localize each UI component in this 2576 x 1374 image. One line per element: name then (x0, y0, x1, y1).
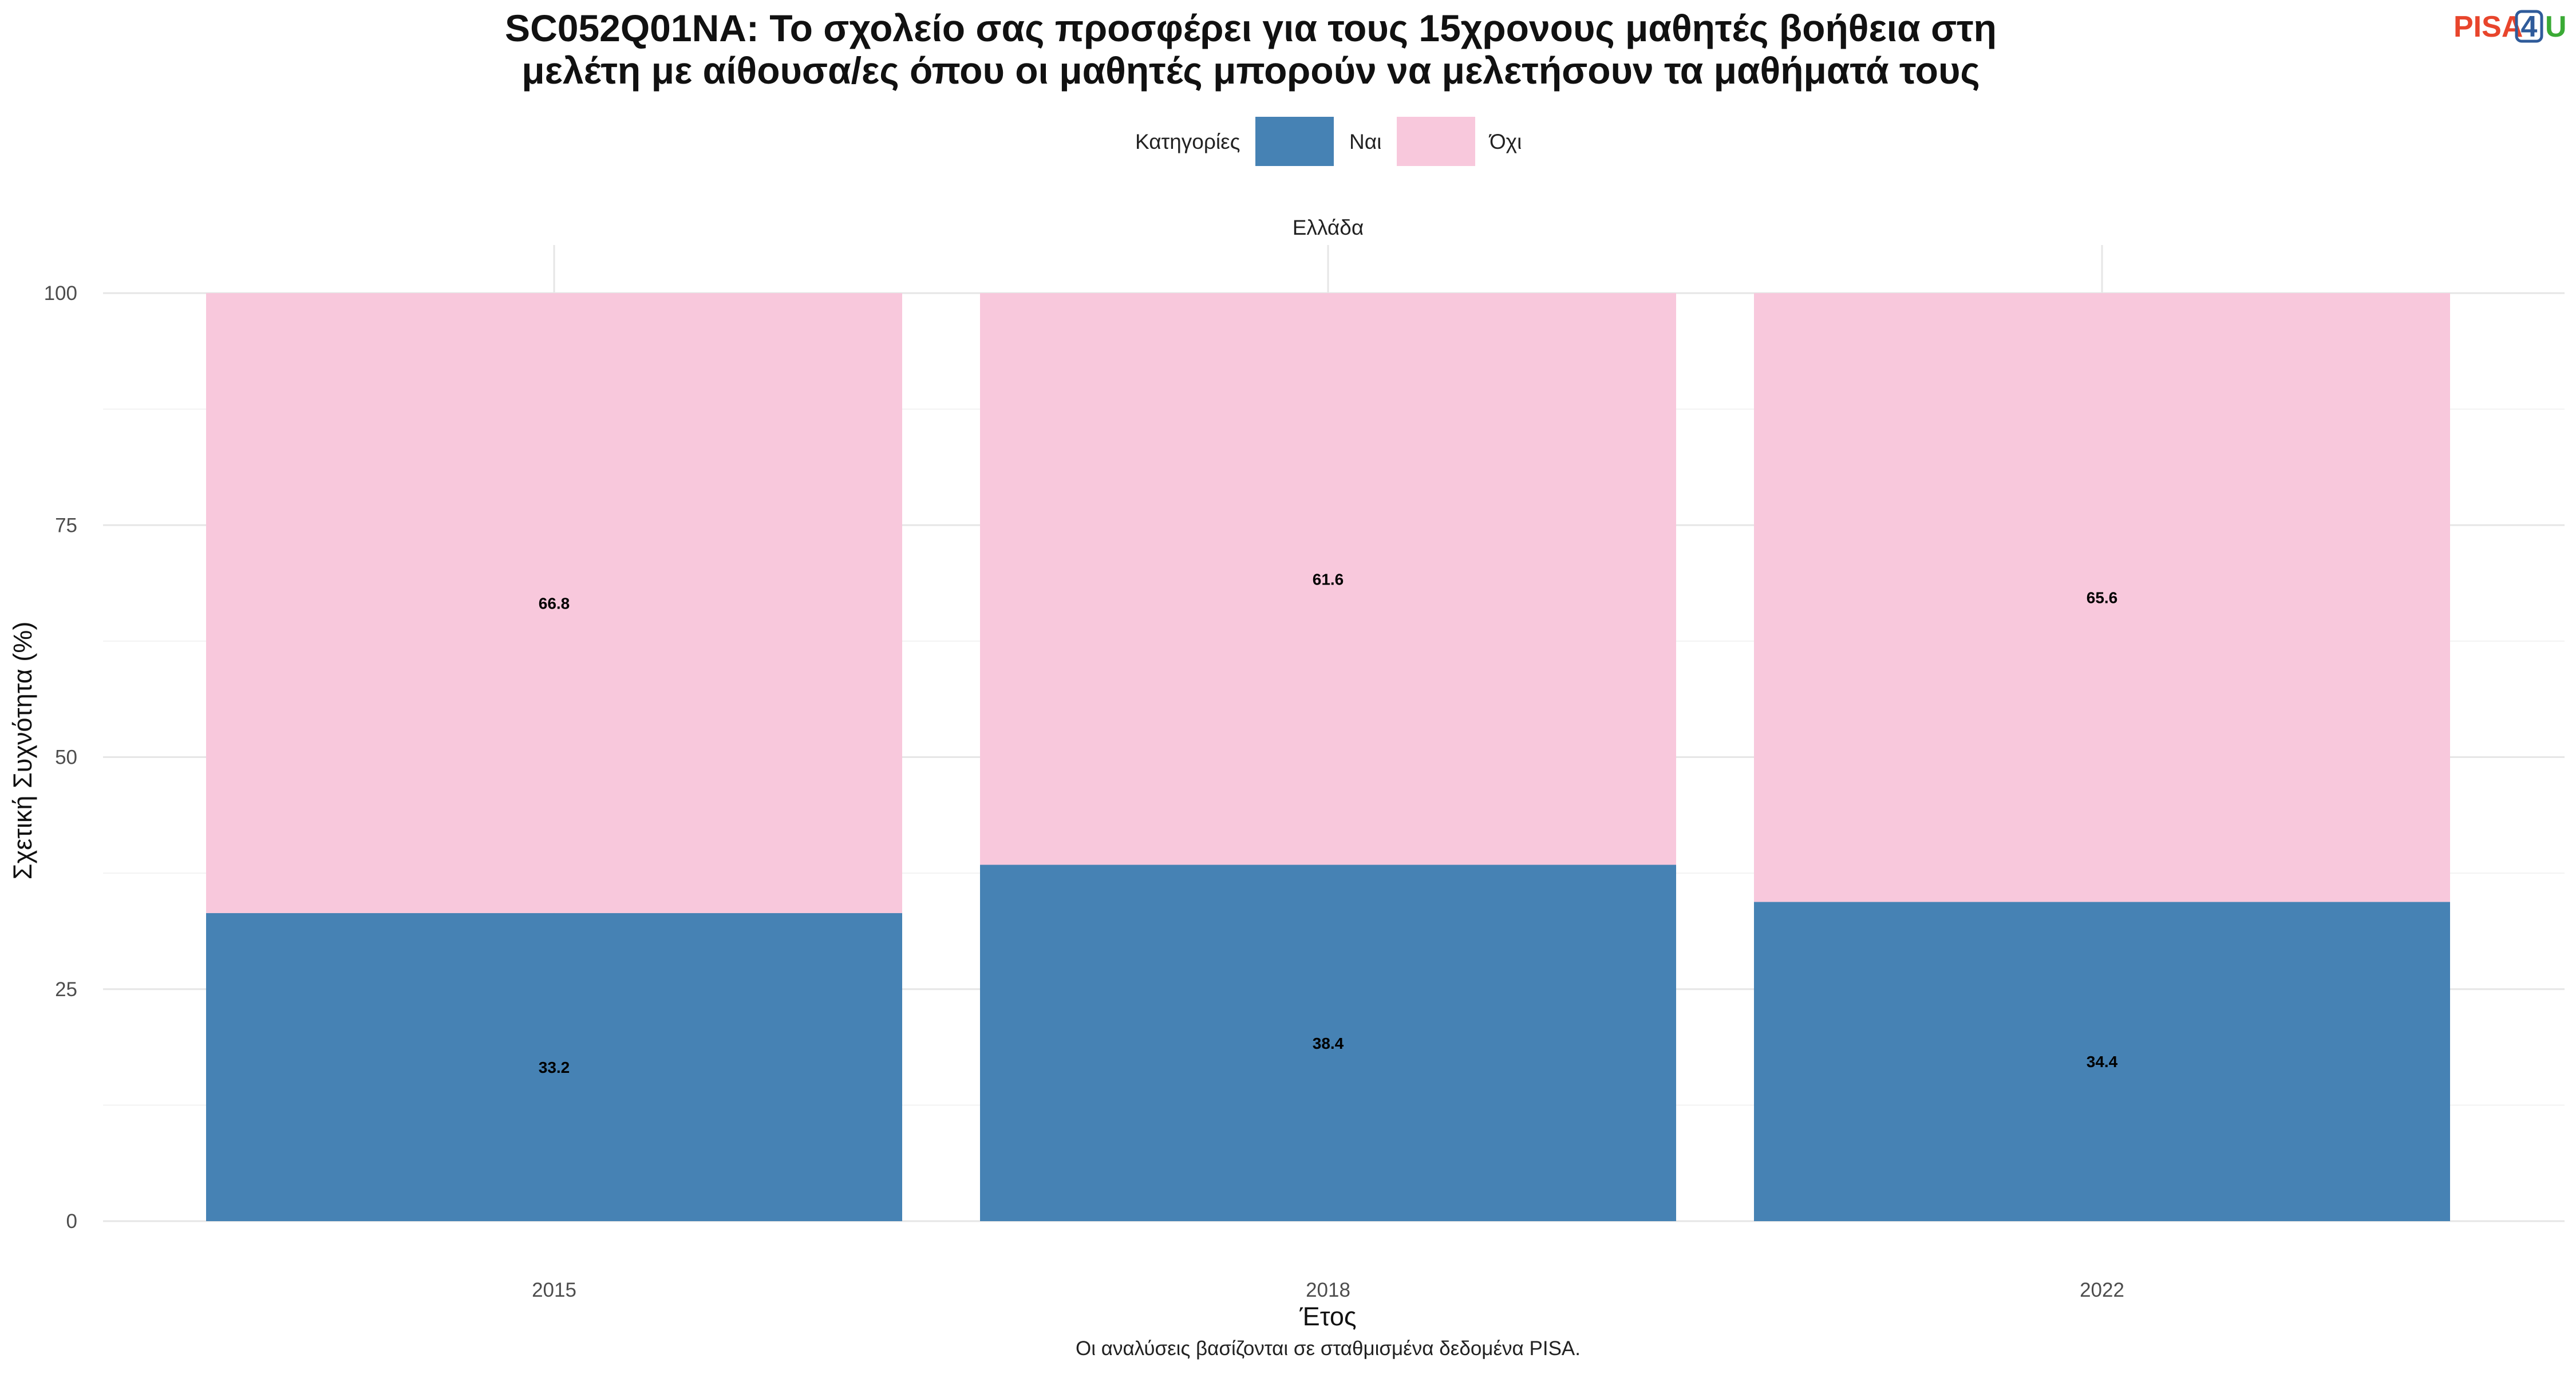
data-label-2018-series-0: 38.4 (1313, 1035, 1344, 1052)
logo-part-four: 4 (2521, 10, 2538, 44)
y-axis-title: Σχετική Συχνότητα (%) (8, 622, 37, 880)
chart-caption: Οι αναλύσεις βασίζονται σε σταθμισμένα δ… (1076, 1337, 1581, 1360)
bar-2015-series-0 (206, 913, 902, 1221)
bar-2018-series-0 (980, 864, 1676, 1221)
bars (206, 293, 2450, 1221)
data-label-2015-series-0: 33.2 (539, 1059, 570, 1076)
y-tick-label: 50 (55, 747, 77, 769)
legend-label-nai: Ναι (1349, 130, 1381, 153)
bar-2022-series-0 (1754, 902, 2450, 1221)
chart-title-line-2: μελέτη με αίθουσα/ες όπου οι μαθητές μπο… (521, 49, 1980, 92)
data-label-2022-series-0: 34.4 (2087, 1053, 2118, 1071)
y-tick-label: 100 (44, 282, 77, 305)
x-tick-label: 2015 (532, 1279, 576, 1301)
data-label-2015-series-1: 66.8 (539, 594, 570, 612)
y-tick-label: 0 (66, 1210, 77, 1233)
bar-2018-series-1 (980, 293, 1676, 865)
x-axis-title: Έτος (1299, 1302, 1356, 1331)
data-label-2022-series-1: 65.6 (2087, 589, 2118, 607)
legend-key-nai (1255, 117, 1334, 166)
bar-2015-series-1 (206, 293, 902, 913)
logo-part-u: U (2545, 10, 2567, 44)
y-axis-ticks: 0 25 50 75 100 (44, 282, 77, 1233)
data-label-2018-series-1: 61.6 (1313, 570, 1344, 588)
logo-part-pisa: PISA (2453, 10, 2523, 44)
legend-label-ochi: Όχι (1488, 130, 1522, 153)
legend: Κατηγορίες Ναι Όχι (1135, 117, 1522, 166)
legend-key-ochi (1397, 117, 1475, 166)
legend-title: Κατηγορίες (1135, 130, 1240, 153)
x-tick-label: 2018 (1306, 1279, 1350, 1301)
y-tick-label: 25 (55, 978, 77, 1001)
logo-four-box (2515, 10, 2543, 43)
facet-label: Ελλάδα (1293, 216, 1364, 239)
data-labels: 33.2 66.8 38.4 61.6 34.4 65.6 (539, 570, 2118, 1076)
x-tick-label: 2022 (2080, 1279, 2124, 1301)
pisa4u-logo: PISA 4 U (2453, 10, 2567, 44)
x-axis-ticks: 2015 2018 2022 (532, 1279, 2124, 1301)
bar-2022-series-1 (1754, 293, 2450, 902)
y-tick-label: 75 (55, 514, 77, 536)
chart-title-line-1: SC052Q01NA: Το σχολείο σας προσφέρει για… (505, 7, 1997, 49)
